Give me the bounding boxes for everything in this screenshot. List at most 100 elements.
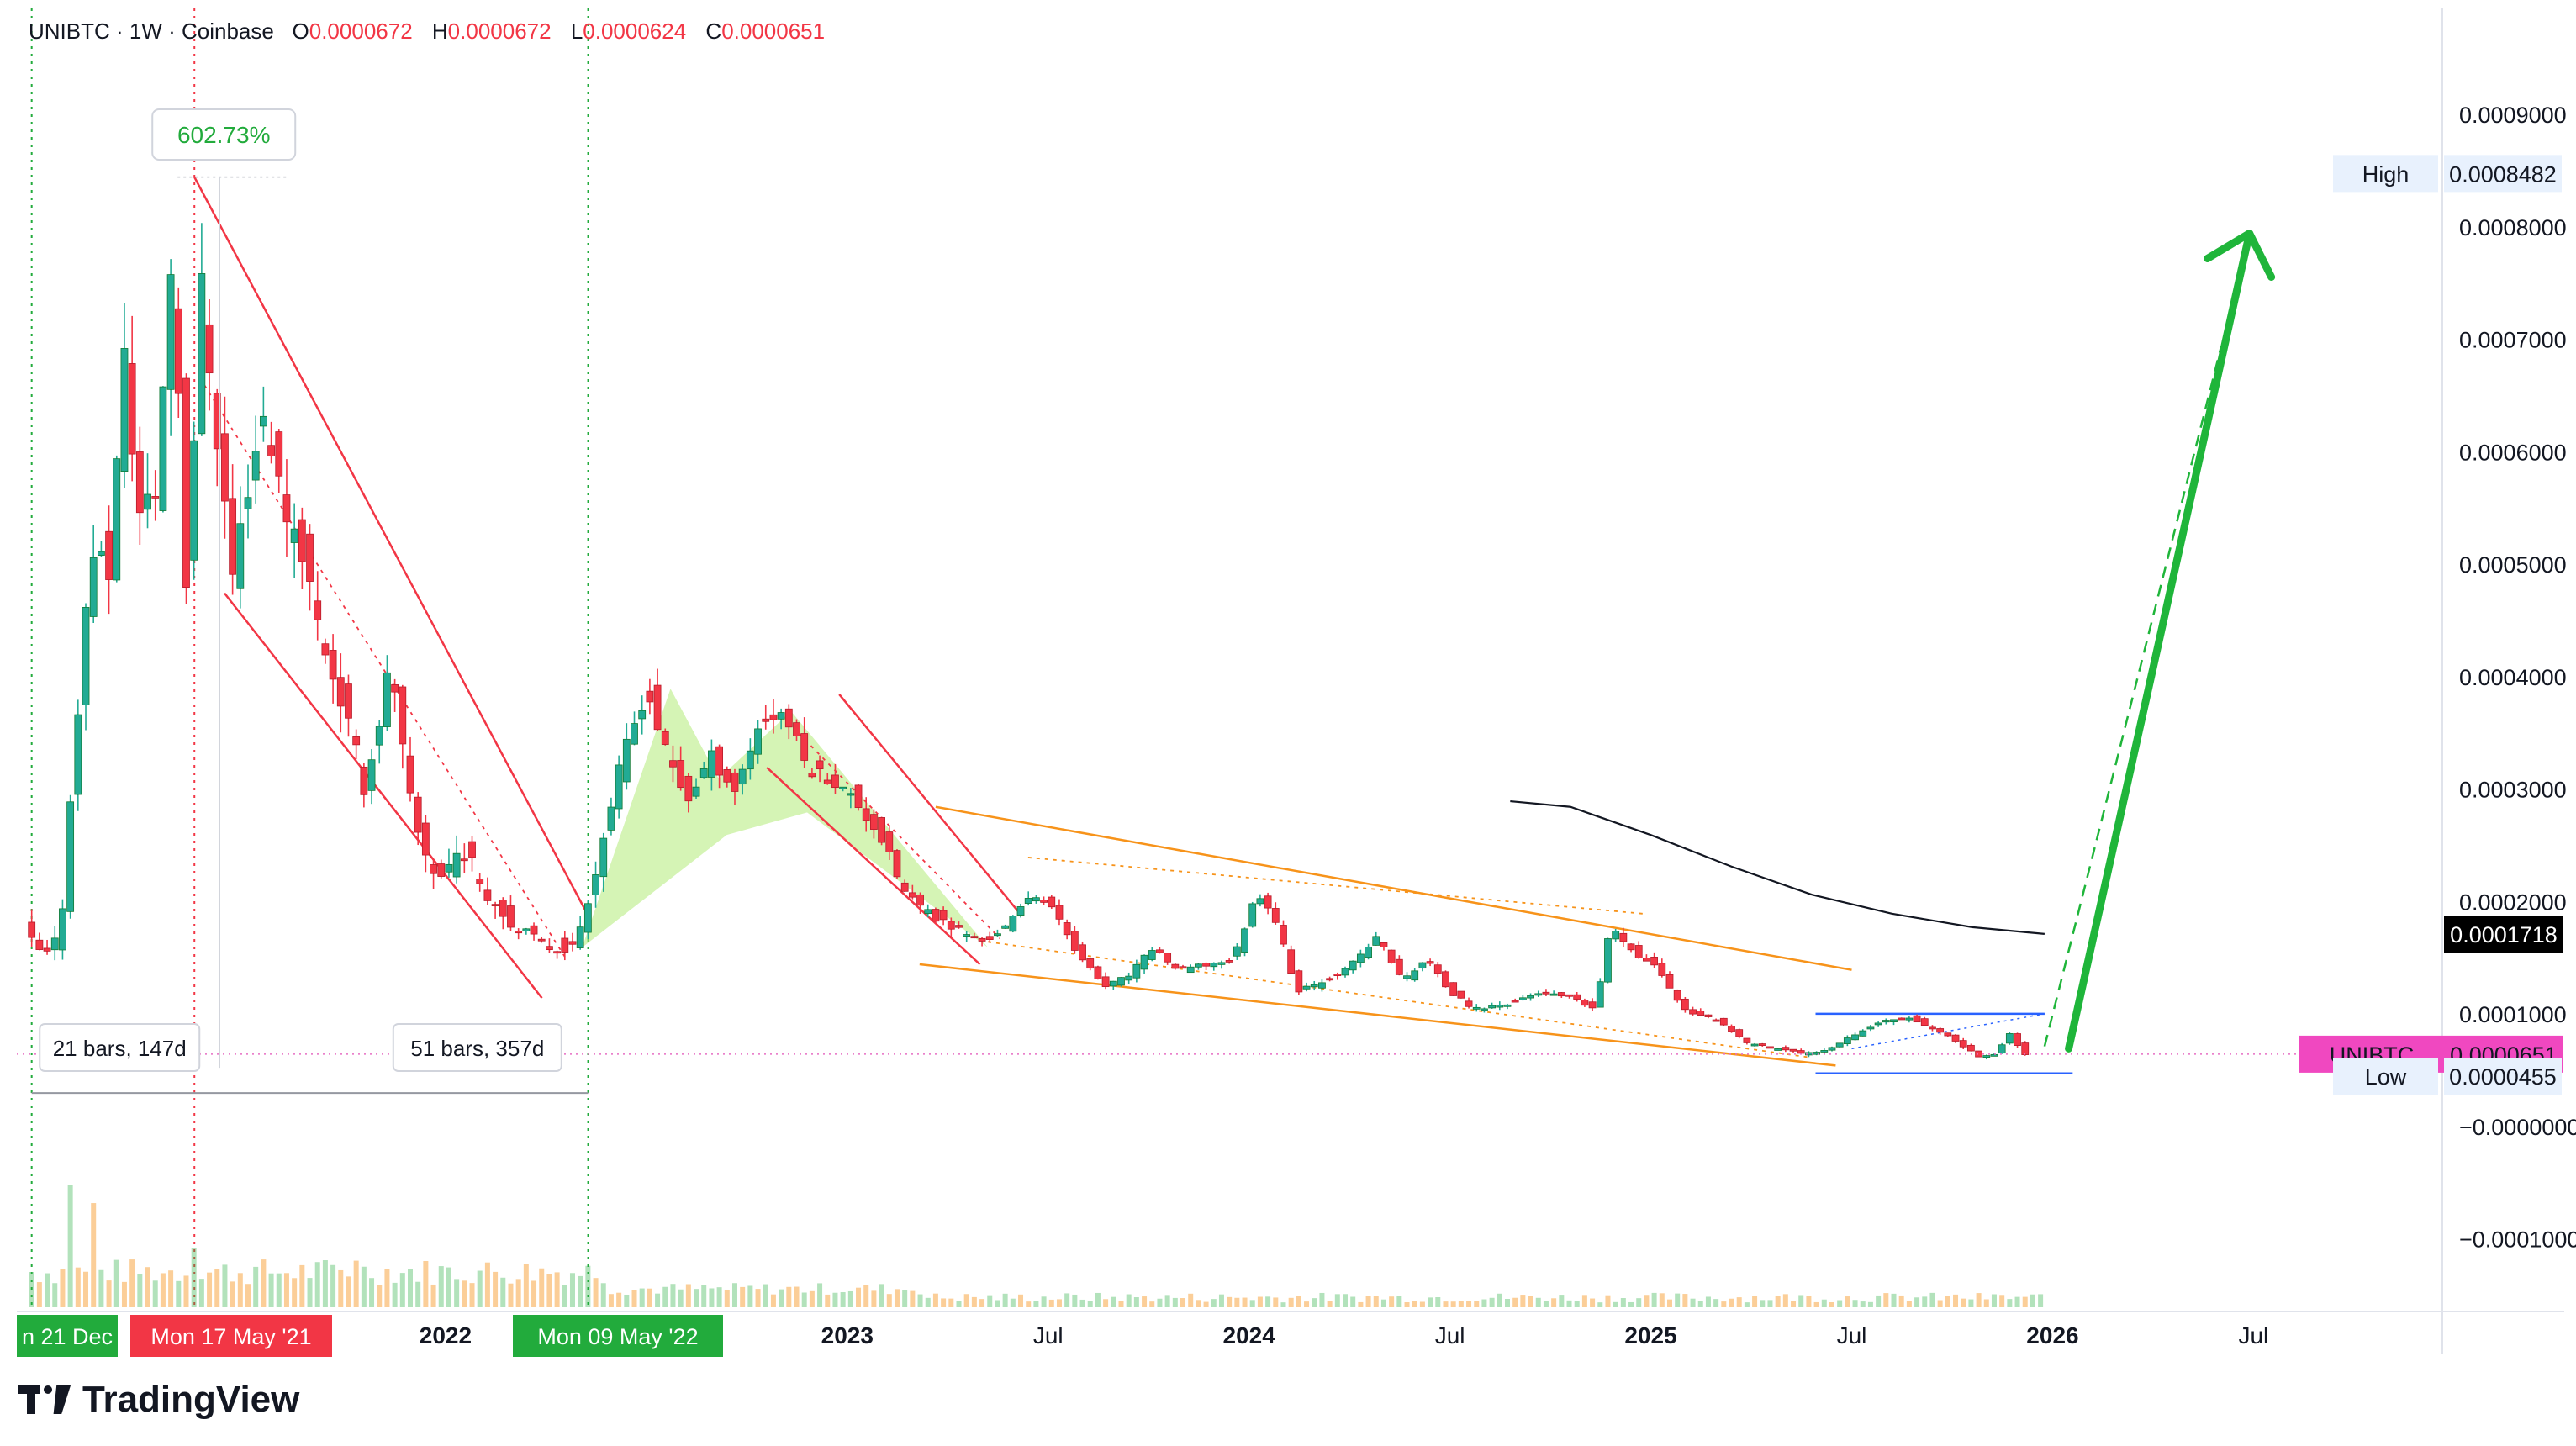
volume-bar	[1999, 1295, 2005, 1307]
volume-bar	[1721, 1301, 1727, 1307]
candle-body	[515, 931, 523, 934]
volume-bar	[237, 1273, 243, 1307]
candle-body	[306, 533, 314, 582]
volume-bar	[176, 1280, 182, 1307]
volume-bar	[1937, 1300, 1943, 1307]
candle-body	[1449, 982, 1458, 996]
volume-bar	[1644, 1295, 1650, 1307]
volume-bar	[1234, 1297, 1240, 1307]
range-dotted-line	[1851, 1013, 2045, 1050]
volume-bar	[168, 1270, 174, 1307]
volume-bar	[971, 1296, 977, 1307]
volume-bar	[1914, 1297, 1920, 1307]
candle-body	[28, 921, 36, 938]
volume-bar	[1767, 1300, 1773, 1307]
volume-bar	[91, 1203, 97, 1307]
y-tick-label: 0.0007000	[2459, 328, 2567, 353]
volume-bar	[1227, 1296, 1233, 1307]
volume-bar	[292, 1278, 298, 1307]
ma-value-tag-text: 0.0001718	[2450, 922, 2558, 947]
volume-bar	[1458, 1301, 1464, 1307]
volume-bar	[1404, 1302, 1410, 1307]
candle-body	[1959, 1040, 1967, 1048]
volume-bar	[1504, 1298, 1510, 1307]
candle-body	[708, 750, 715, 778]
candle-body	[1418, 962, 1427, 969]
volume-bar	[1736, 1297, 1742, 1307]
candle-body	[661, 731, 669, 745]
volume-bar	[531, 1280, 537, 1307]
y-tick-label: 0.0003000	[2459, 778, 2567, 803]
volume-bar	[1729, 1298, 1734, 1307]
candle-body	[1302, 985, 1311, 990]
volume-bar	[446, 1267, 451, 1307]
volume-bar	[314, 1262, 320, 1307]
candle-body	[460, 858, 468, 862]
tradingview-brand[interactable]: TradingView	[18, 1379, 299, 1421]
candle-body	[939, 910, 948, 921]
volume-bar	[1041, 1296, 1047, 1307]
candle-body	[1782, 1047, 1790, 1051]
volume-bar	[477, 1270, 483, 1307]
volume-bar	[670, 1284, 676, 1307]
volume-bar	[562, 1285, 567, 1307]
candle-body	[1542, 991, 1550, 995]
volume-bar	[1474, 1301, 1480, 1307]
candle-body	[816, 760, 824, 770]
symbol-line: UNIBTC · 1W · Coinbase	[29, 18, 274, 44]
open-value: 0.0000672	[309, 18, 413, 44]
volume-bar	[1365, 1296, 1371, 1307]
volume-bar	[1760, 1300, 1766, 1307]
candle-body	[476, 879, 484, 884]
volume-bar	[608, 1294, 614, 1307]
high-label: H	[431, 18, 448, 44]
candle-body	[1843, 1037, 1851, 1044]
high-tag-label: High	[2333, 155, 2438, 193]
candle-body	[653, 684, 662, 731]
candle-body	[97, 551, 105, 557]
pct-change-label: 602.73%	[151, 108, 297, 161]
candle-body	[1310, 984, 1318, 988]
candle-body	[1117, 977, 1125, 986]
volume-bar	[886, 1294, 892, 1307]
volume-bar	[346, 1276, 351, 1307]
volume-bar	[1172, 1297, 1178, 1307]
candle-body	[599, 837, 608, 878]
volume-bar	[1334, 1294, 1340, 1307]
candle-body	[1465, 1000, 1473, 1007]
candle-body	[1365, 947, 1372, 958]
volume-bar	[593, 1278, 599, 1307]
candle-body	[1604, 938, 1612, 983]
candle-body	[908, 892, 916, 898]
volume-bar	[1142, 1296, 1148, 1307]
candle-body	[1890, 1019, 1898, 1023]
volume-bar	[1666, 1299, 1672, 1307]
candle-body	[59, 908, 66, 951]
volume-bar	[894, 1289, 900, 1307]
volume-bar	[1350, 1296, 1356, 1307]
volume-bar	[1929, 1292, 1935, 1307]
volume-bar	[1968, 1299, 1974, 1307]
candle-body	[646, 690, 654, 703]
volume-bar	[631, 1290, 637, 1307]
volume-bar	[1976, 1293, 1982, 1307]
volume-bar	[1961, 1298, 1966, 1307]
candle-body	[978, 937, 986, 942]
candle-body	[1472, 1006, 1481, 1010]
candle-body	[1982, 1055, 1991, 1058]
candle-body	[561, 937, 569, 953]
candle-body	[615, 764, 623, 810]
volume-bar	[1026, 1301, 1032, 1307]
candle-body	[893, 850, 901, 878]
volume-bar	[1867, 1301, 1873, 1307]
volume-bar	[1273, 1297, 1279, 1307]
volume-bar	[685, 1284, 691, 1307]
volume-bar	[145, 1267, 150, 1307]
candle-body	[375, 726, 383, 746]
candle-body	[483, 889, 492, 901]
candle-body	[1797, 1050, 1805, 1054]
date-tag-text: n 21 Dec	[22, 1324, 113, 1349]
date-tag-text: Mon 09 May '22	[537, 1324, 698, 1349]
x-tick-label: 2023	[821, 1322, 874, 1348]
